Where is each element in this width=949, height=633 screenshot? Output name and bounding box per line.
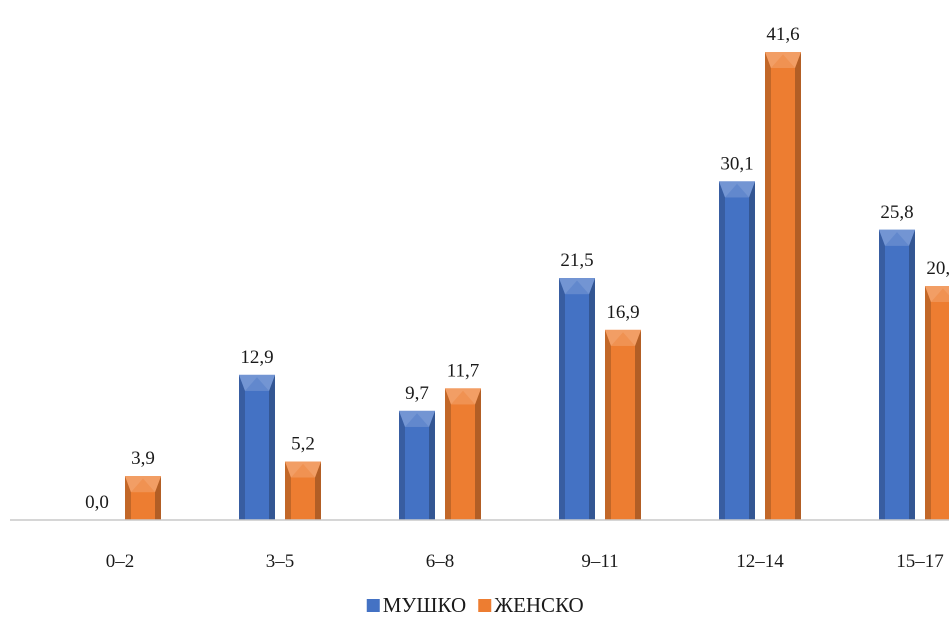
bar-мушко-5	[879, 229, 915, 520]
x-tick-label-4: 12–14	[736, 551, 784, 572]
data-label-мушко-4: 30,1	[720, 153, 753, 174]
x-tick-label-0: 0–2	[106, 551, 135, 572]
bars-layer	[125, 52, 949, 520]
legend-swatch-1	[478, 599, 492, 612]
data-label-женско-4: 41,6	[766, 24, 799, 45]
x-tick-label-5: 15–17	[896, 551, 944, 572]
bar-мушко-2	[399, 410, 435, 520]
bar-мушко-1	[239, 374, 275, 520]
legend: МУШКО ЖЕНСКО	[366, 593, 584, 617]
data-label-женско-1: 5,2	[291, 434, 315, 455]
data-label-мушко-0: 0,0	[85, 492, 109, 513]
data-label-мушко-5: 25,8	[880, 202, 913, 223]
data-label-мушко-2: 9,7	[405, 383, 429, 404]
data-label-женско-0: 3,9	[131, 448, 155, 469]
x-tick-label-3: 9–11	[581, 551, 618, 572]
bar-женско-3	[605, 329, 641, 520]
x-tick-label-2: 6–8	[426, 551, 455, 572]
data-label-мушко-3: 21,5	[560, 250, 593, 271]
bar-женско-5	[925, 286, 949, 520]
data-labels-layer: 0,0 3,9 12,9 5,2 9,7 11,7 21,5 16,9 30,1 41,6 25,8…	[85, 24, 949, 513]
data-label-женско-2: 11,7	[447, 360, 480, 381]
bar-мушко-4	[719, 181, 755, 520]
bar-женско-2	[445, 388, 481, 520]
legend-item-мушко: МУШКО	[366, 593, 466, 617]
bar-женско-1	[285, 461, 321, 520]
bar-мушко-3	[559, 278, 595, 520]
data-label-женско-3: 16,9	[606, 302, 639, 323]
legend-swatch-0	[366, 599, 380, 612]
x-tick-labels: 0–2 3–5 6–8 9–11 12–14 15–17	[106, 551, 944, 572]
bar-женско-4	[765, 52, 801, 520]
data-label-мушко-1: 12,9	[240, 347, 273, 368]
legend-label-0: МУШКО	[383, 593, 466, 617]
legend-label-1: ЖЕНСКО	[494, 593, 583, 617]
x-tick-label-1: 3–5	[266, 551, 295, 572]
bar-женско-0	[125, 476, 161, 520]
data-label-женско-5: 20,8	[926, 258, 949, 279]
legend-item-женско: ЖЕНСКО	[478, 593, 584, 617]
